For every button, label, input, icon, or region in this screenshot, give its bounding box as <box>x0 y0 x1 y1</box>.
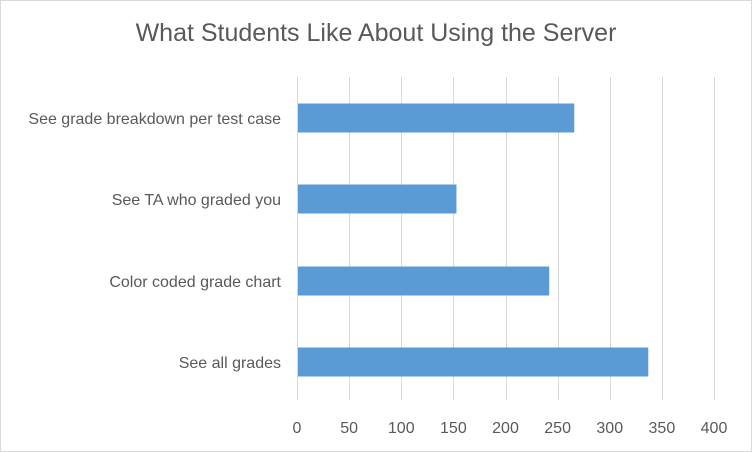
x-tick-label: 200 <box>492 420 519 437</box>
category-label: See all grades <box>179 355 281 372</box>
chart-title: What Students Like About Using the Serve… <box>135 19 617 47</box>
x-tick-label: 350 <box>649 420 676 437</box>
x-tick-label: 150 <box>440 420 467 437</box>
x-tick-label: 250 <box>544 420 571 437</box>
category-label: See TA who graded you <box>112 192 281 209</box>
x-tick-label: 0 <box>293 420 302 437</box>
bar <box>298 103 575 133</box>
category-label: Color coded grade chart <box>109 274 281 291</box>
x-tick-label: 300 <box>596 420 623 437</box>
category-label: See grade breakdown per test case <box>28 111 281 128</box>
bar <box>298 266 550 296</box>
bar <box>298 184 457 214</box>
bar <box>298 347 649 377</box>
x-tick-label: 50 <box>340 420 358 437</box>
x-tick-label: 100 <box>388 420 415 437</box>
x-tick-label: 400 <box>701 420 728 437</box>
